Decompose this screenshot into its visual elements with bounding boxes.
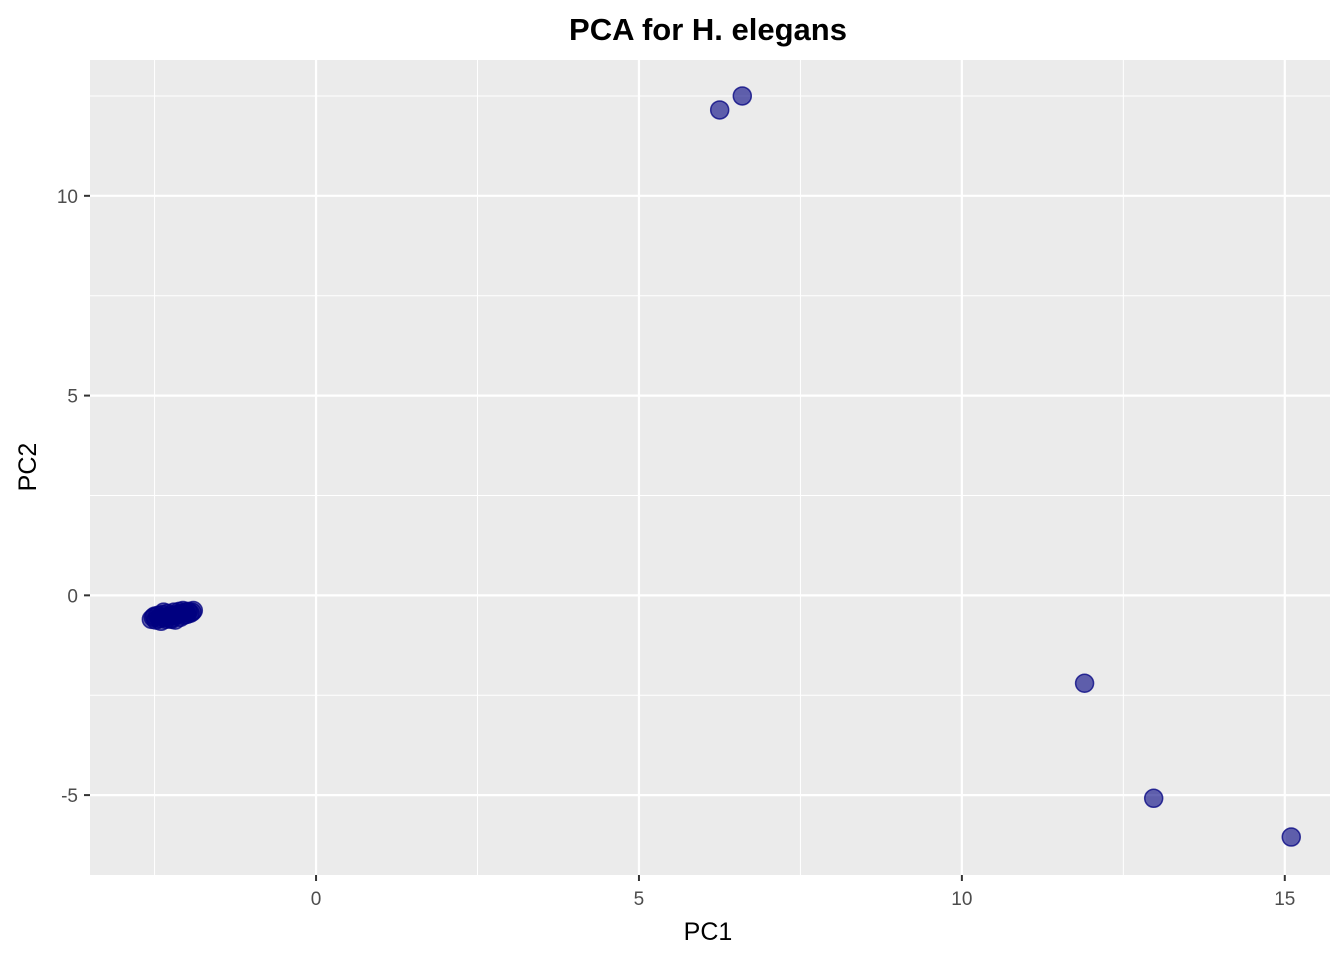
y-tick-label: 0 xyxy=(67,586,78,607)
data-points xyxy=(141,86,1301,847)
data-point xyxy=(1143,788,1164,809)
y-tick-label: -5 xyxy=(61,786,78,807)
y-axis: -5 0 5 10 xyxy=(57,187,90,807)
y-tick-label: 5 xyxy=(67,387,78,408)
grid-major xyxy=(90,60,1330,875)
x-tick-label: 10 xyxy=(951,889,972,910)
y-axis-title: PC2 xyxy=(14,443,42,492)
x-axis-title: PC1 xyxy=(684,918,733,946)
data-point xyxy=(709,100,730,120)
data-point xyxy=(1281,827,1301,847)
x-tick-label: 0 xyxy=(311,889,322,910)
x-axis: 0 5 10 15 xyxy=(311,875,1295,910)
data-point xyxy=(1074,673,1095,693)
x-tick-label: 5 xyxy=(634,889,645,910)
y-tick-label: 10 xyxy=(57,187,78,208)
data-point xyxy=(732,86,753,106)
data-point xyxy=(173,600,193,621)
x-tick-label: 15 xyxy=(1274,889,1295,910)
plot-panel xyxy=(90,60,1330,875)
chart-title: PCA for H. elegans xyxy=(569,12,847,47)
